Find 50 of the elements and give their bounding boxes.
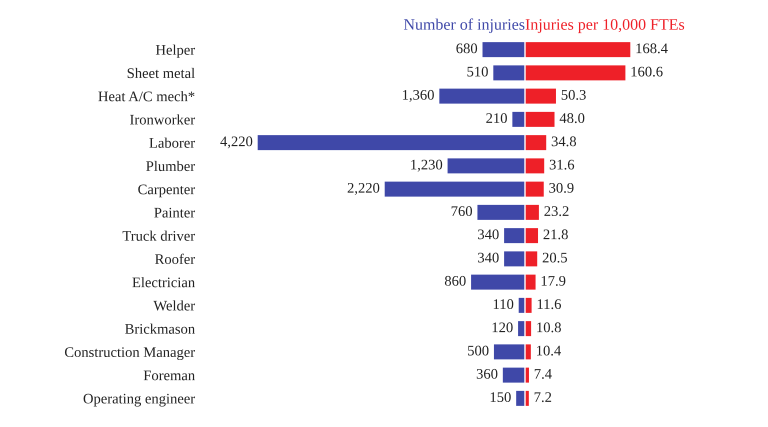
data-label: 17.9 (542, 276, 566, 286)
data-label: 34.8 (552, 136, 576, 146)
y-tick-label: Brickmason (125, 324, 195, 334)
y-tick-label: Foreman (144, 370, 195, 380)
data-label: 360 (476, 368, 498, 379)
data-label: 30.9 (549, 182, 574, 193)
data-label: 50.3 (562, 90, 586, 100)
data-label: 23.2 (544, 206, 568, 216)
y-tick-label: Painter (154, 208, 196, 218)
data-label: 110 (494, 299, 514, 310)
data-label: 120 (492, 322, 513, 332)
data-label: 150 (490, 392, 511, 402)
y-tick-label: Plumber (146, 160, 196, 172)
data-label: 48.0 (560, 113, 584, 124)
data-label: 7.2 (534, 392, 552, 402)
data-label: 2,220 (348, 182, 380, 195)
y-tick-label: Operating engineer (84, 394, 196, 407)
data-label: 1,360 (402, 90, 434, 102)
y-tick-label: Construction Manager (64, 347, 196, 360)
data-label: 20.5 (542, 252, 568, 263)
data-label: 21.8 (544, 229, 568, 240)
data-label: 11.6 (538, 299, 562, 310)
data-label: 340 (478, 252, 499, 263)
data-label: 168.4 (636, 43, 668, 54)
y-tick-label: Roofer (155, 254, 196, 264)
data-label: 510 (467, 66, 488, 77)
y-tick-label: Truck driver (122, 230, 196, 241)
data-label: 4,220 (220, 136, 252, 148)
data-label: 860 (444, 276, 466, 286)
data-label: 7.4 (534, 369, 552, 379)
data-label: 10.4 (536, 346, 562, 356)
y-tick-label: Heat A/C mech* (98, 91, 194, 102)
chart-title: Injuries per 10,000 FTEs (526, 19, 684, 34)
data-label: 210 (486, 113, 507, 124)
data-label: 10.8 (537, 322, 561, 332)
data-label: 160.6 (632, 66, 663, 77)
data-label: 500 (468, 346, 489, 356)
y-tick-label: Laborer (149, 138, 196, 148)
data-label: 1,230 (411, 160, 442, 172)
y-tick-label: Carpenter (138, 184, 196, 198)
data-label: 680 (456, 43, 478, 54)
data-label: 760 (452, 206, 472, 216)
y-tick-label: Sheet metal (128, 68, 195, 78)
data-label: 31.6 (550, 160, 574, 170)
y-tick-label: Helper (156, 44, 196, 58)
y-tick-label: Electrician (132, 277, 195, 288)
data-label: 340 (478, 229, 499, 240)
y-tick-label: Welder (153, 300, 196, 311)
y-tick-label: Ironworker (130, 114, 196, 125)
chart-title: Number of injuries (404, 18, 524, 34)
